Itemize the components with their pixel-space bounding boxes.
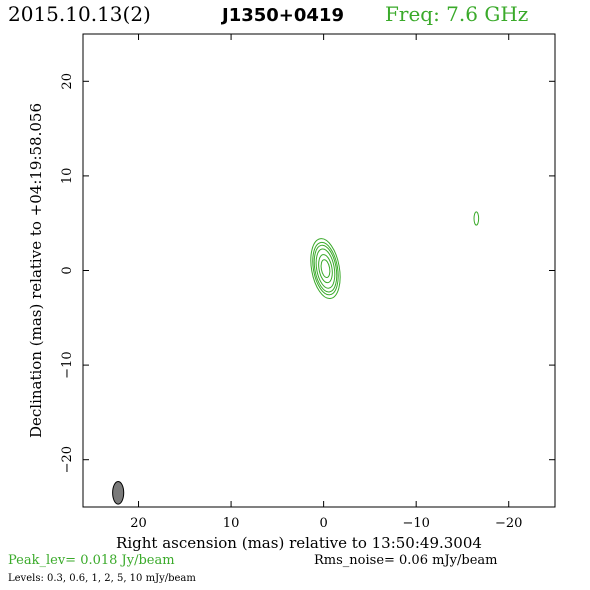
contour-core [313, 244, 338, 293]
contour-core [310, 238, 341, 300]
frequency-label: Freq: 7.6 GHz [385, 2, 529, 26]
contour-core [315, 248, 336, 289]
x-tick-label: 20 [130, 516, 147, 531]
contour-core [318, 254, 333, 284]
x-tick-label: −20 [495, 516, 522, 531]
contour-secondary [473, 211, 480, 226]
beam-ellipse [112, 480, 125, 505]
peak-level: Peak_lev= 0.018 Jy/beam [8, 553, 175, 568]
x-axis-label: Right ascension (mas) relative to 13:50:… [116, 534, 482, 552]
y-tick-label: −20 [60, 446, 75, 473]
y-tick-label: 0 [60, 266, 75, 274]
x-tick-label: 0 [319, 516, 327, 531]
y-tick-label: 20 [60, 73, 75, 90]
y-axis-label: Declination (mas) relative to +04:19:58.… [27, 103, 45, 438]
contour-core [320, 259, 331, 278]
rms-noise: Rms_noise= 0.06 mJy/beam [314, 553, 498, 568]
contour-core [312, 241, 339, 296]
observation-date: 2015.10.13(2) [8, 2, 151, 26]
source-name: J1350+0419 [222, 5, 344, 26]
x-tick-label: 10 [223, 516, 240, 531]
y-tick-label: −10 [60, 351, 75, 378]
x-tick-label: −10 [402, 516, 429, 531]
contour-levels: Levels: 0.3, 0.6, 1, 2, 5, 10 mJy/beam [8, 573, 196, 584]
y-tick-label: 10 [60, 168, 75, 185]
